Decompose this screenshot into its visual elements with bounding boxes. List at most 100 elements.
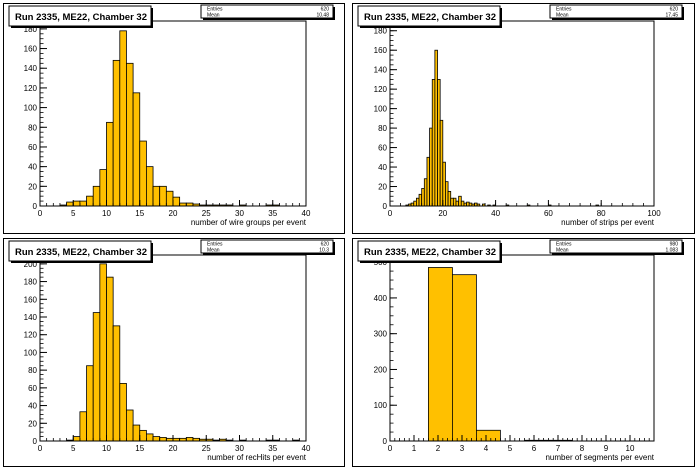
x-tick-label: 80 xyxy=(597,209,606,218)
histogram-bar xyxy=(79,411,87,442)
histogram-bar xyxy=(112,325,121,442)
x-tick-label: 10 xyxy=(102,444,111,453)
x-tick-label: 8 xyxy=(580,444,585,453)
histogram-bar xyxy=(145,166,154,207)
histogram-bar xyxy=(66,201,74,207)
stats-entries-value: 620 xyxy=(670,7,679,13)
x-tick-label: 3 xyxy=(460,444,465,453)
y-tick-label: 0 xyxy=(33,202,38,211)
chart-title: Run 2335, ME22, Chamber 32 xyxy=(15,12,147,23)
title-box xyxy=(357,5,501,27)
y-tick-label: 120 xyxy=(374,85,388,94)
y-tick-label: 20 xyxy=(378,183,387,192)
y-tick-label: 180 xyxy=(24,25,38,34)
histogram-bar xyxy=(139,429,147,442)
y-tick-label: 100 xyxy=(24,348,38,357)
histogram-bar xyxy=(159,185,167,207)
histogram-bar xyxy=(475,429,501,442)
y-tick-label: 100 xyxy=(374,401,388,410)
stats-mean-value: 10.3 xyxy=(319,248,329,254)
x-tick-label: 20 xyxy=(169,444,178,453)
y-tick-label: 180 xyxy=(24,278,38,287)
histogram-bar xyxy=(132,92,141,207)
histogram-pad-strips: 0 20 40 60 80 100 0 20 40 60 80 100 120 140 160 180 numb… xyxy=(352,3,695,234)
x-tick-label: 35 xyxy=(268,209,277,218)
histogram-bar xyxy=(79,200,87,207)
chart-title: Run 2335, ME22, Chamber 32 xyxy=(364,12,496,23)
y-tick-label: 120 xyxy=(24,84,38,93)
histogram-bar xyxy=(99,263,107,442)
stats-entries-label: Entries xyxy=(207,7,223,13)
x-axis-title: number of wire groups per event xyxy=(191,218,307,227)
histogram-bar xyxy=(106,121,114,207)
stats-entries-value: 620 xyxy=(321,242,330,248)
y-tick-label: 60 xyxy=(378,144,387,153)
chart-title: Run 2335, ME22, Chamber 32 xyxy=(15,247,147,258)
x-tick-label: 25 xyxy=(202,444,211,453)
x-tick-label: 35 xyxy=(268,444,277,453)
pad-frame xyxy=(3,3,345,234)
x-tick-label: 60 xyxy=(544,209,553,218)
title-box xyxy=(357,240,501,262)
y-tick-label: 80 xyxy=(28,366,37,375)
histogram-bar xyxy=(112,59,121,207)
x-tick-label: 10 xyxy=(102,209,111,218)
x-tick-label: 5 xyxy=(508,444,513,453)
histogram-bar xyxy=(119,30,127,207)
histogram-bar xyxy=(172,196,181,207)
title-box xyxy=(8,240,152,262)
histogram-bar xyxy=(92,312,101,442)
stats-box xyxy=(549,4,683,19)
stats-entries-label: Entries xyxy=(207,242,223,248)
y-tick-label: 20 xyxy=(28,182,37,191)
histogram-bar xyxy=(145,433,154,442)
histogram-bar xyxy=(451,274,477,442)
histogram-pad-rechits: 0 5 10 15 20 25 30 35 40 0 20 40 60 80 100 120 140 160 180… xyxy=(3,238,345,467)
pad-frame xyxy=(352,238,695,467)
y-tick-label: 40 xyxy=(28,402,37,411)
stats-entries-label: Entries xyxy=(556,7,572,13)
stats-mean-label: Mean xyxy=(556,248,569,254)
x-tick-label: 5 xyxy=(71,209,76,218)
y-tick-label: 80 xyxy=(28,123,37,132)
stats-mean-label: Mean xyxy=(207,248,220,254)
x-tick-label: 2 xyxy=(436,444,441,453)
x-tick-label: 15 xyxy=(135,209,144,218)
y-tick-label: 140 xyxy=(24,313,38,322)
x-tick-label: 100 xyxy=(647,209,661,218)
stats-entries-value: 620 xyxy=(321,7,330,13)
y-tick-label: 0 xyxy=(383,437,388,446)
histogram-bar xyxy=(92,185,101,207)
stats-entries-value: 980 xyxy=(670,242,679,248)
histogram-bar xyxy=(72,200,81,207)
x-tick-label: 4 xyxy=(484,444,489,453)
histogram-bar xyxy=(185,437,194,442)
x-tick-label: 9 xyxy=(604,444,609,453)
x-tick-label: 1 xyxy=(412,444,417,453)
histogram-bar xyxy=(86,365,94,442)
histogram-bar xyxy=(152,436,161,442)
x-tick-label: 10 xyxy=(626,444,635,453)
x-axis-title: number of strips per event xyxy=(561,218,655,227)
y-tick-label: 300 xyxy=(374,330,388,339)
y-tick-label: 120 xyxy=(24,331,38,340)
y-tick-label: 60 xyxy=(28,143,37,152)
histogram-bar xyxy=(126,409,134,442)
stats-mean-label: Mean xyxy=(207,13,220,19)
stats-box xyxy=(549,239,683,254)
x-axis-title: number of segments per event xyxy=(545,453,654,462)
y-tick-label: 0 xyxy=(383,202,388,211)
y-tick-label: 40 xyxy=(378,163,387,172)
histogram-bar xyxy=(132,424,141,442)
x-tick-label: 20 xyxy=(438,209,447,218)
y-tick-label: 400 xyxy=(374,294,388,303)
x-tick-label: 30 xyxy=(235,209,244,218)
histogram-bar xyxy=(427,267,453,442)
y-tick-label: 200 xyxy=(374,365,388,374)
y-tick-label: 160 xyxy=(24,295,38,304)
y-tick-label: 100 xyxy=(374,105,388,114)
histogram-bar xyxy=(139,140,147,207)
x-tick-label: 7 xyxy=(556,444,561,453)
y-tick-label: 140 xyxy=(24,64,38,73)
